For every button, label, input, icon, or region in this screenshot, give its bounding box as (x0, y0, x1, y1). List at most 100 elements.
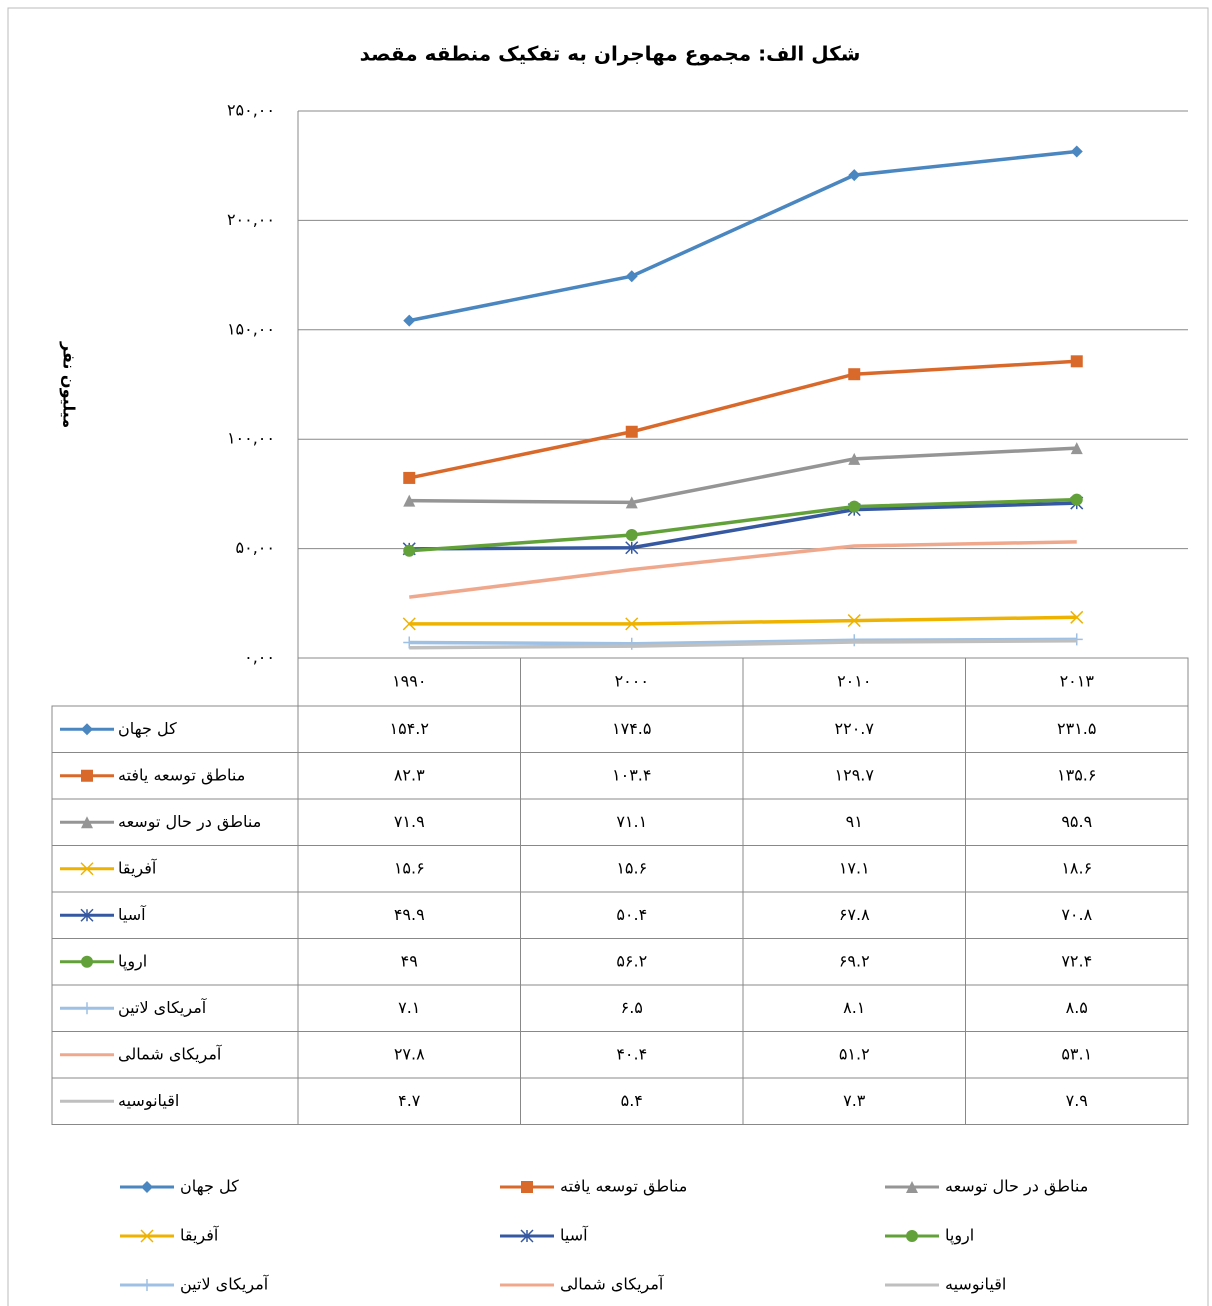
legend-label: آفریقا (180, 1226, 220, 1246)
marker (847, 614, 861, 628)
marker (1070, 442, 1083, 455)
data-label: ۷۱.۹ (394, 812, 425, 831)
data-label: ۶.۵ (621, 998, 643, 1017)
series-line (409, 615, 1077, 626)
data-label: ۶۹.۲ (839, 951, 870, 970)
legend-label: اقیانوسیه (945, 1275, 1006, 1295)
y-tick-label: ۱۰۰,۰۰ (227, 429, 275, 448)
marker (81, 816, 93, 829)
series-line (409, 540, 1077, 599)
marker (80, 862, 94, 876)
x-tick-label: ۲۰۱۳ (1060, 672, 1095, 691)
series-line (409, 638, 1077, 650)
marker (402, 617, 416, 631)
data-label: ۷.۳ (843, 1091, 866, 1110)
table-series-name: آمریکای لاتین (118, 998, 208, 1018)
y-tick-label: ۰,۰۰ (244, 648, 275, 667)
data-label: ۱۲۹.۷ (835, 765, 875, 784)
data-label: ۱۵.۶ (616, 858, 647, 877)
marker (81, 769, 93, 782)
data-label: ۸.۱ (843, 998, 865, 1017)
legend-label: آمریکای شمالی (560, 1275, 665, 1295)
series-line (409, 497, 1077, 553)
data-label: ۱۸.۶ (1061, 858, 1092, 877)
x-tick-label: ۲۰۰۰ (615, 672, 649, 691)
marker (625, 617, 639, 631)
data-label: ۲۲۰.۷ (835, 719, 875, 738)
data-label: ۵.۴ (621, 1091, 643, 1110)
y-tick-label: ۲۰۰,۰۰ (227, 210, 275, 229)
marker (1070, 493, 1083, 506)
data-label: ۹۵.۹ (1061, 812, 1092, 831)
y-tick-label: ۲۵۰,۰۰ (227, 101, 275, 120)
marker (403, 494, 416, 507)
marker (625, 541, 639, 555)
data-label: ۷۲.۴ (1061, 951, 1092, 970)
marker (1070, 610, 1084, 624)
data-label: ۱۳۵.۶ (1057, 765, 1096, 784)
marker (906, 1230, 918, 1242)
series-line (409, 501, 1077, 551)
data-label: ۵۳.۱ (1061, 1044, 1092, 1063)
legend-label: اروپا (945, 1226, 974, 1246)
marker (1070, 355, 1083, 368)
data-label: ۸۲.۳ (394, 765, 425, 784)
chart-border (7, 7, 1209, 1306)
data-label: ۴۰.۴ (616, 1044, 647, 1063)
marker (81, 1002, 93, 1015)
marker (141, 1279, 153, 1291)
y-axis-label: میلیون نفر (60, 341, 79, 428)
marker (848, 368, 861, 381)
x-tick-label: ۲۰۱۰ (837, 672, 871, 691)
data-label: ۵۱.۲ (839, 1044, 870, 1063)
data-label: ۷.۱ (398, 998, 420, 1017)
marker (403, 544, 416, 557)
data-label: ۶۷.۸ (839, 905, 870, 924)
data-label: ۱۷۴.۵ (612, 719, 651, 738)
legend-label: مناطق در حال توسعه (945, 1177, 1088, 1197)
x-tick-label: ۱۹۹۰ (392, 672, 426, 691)
data-label: ۲۷.۸ (394, 1044, 425, 1063)
table-series-name: اروپا (118, 951, 147, 971)
marker (521, 1181, 533, 1193)
data-label: ۴.۷ (398, 1091, 421, 1110)
legend-label: آسیا (560, 1226, 589, 1245)
data-label: ۴۹.۹ (394, 905, 425, 924)
series-line (409, 446, 1077, 505)
data-label: ۲۳۱.۵ (1057, 719, 1096, 738)
marker (141, 1181, 153, 1193)
table-series-name: مناطق توسعه یافته (118, 765, 245, 785)
table-series-name: اقیانوسیه (118, 1091, 179, 1111)
legend-label: آمریکای لاتین (180, 1275, 270, 1295)
marker (848, 169, 861, 182)
marker (625, 529, 638, 542)
data-label: ۷.۹ (1066, 1091, 1088, 1110)
marker (625, 425, 638, 438)
table-series-name: آسیا (118, 905, 147, 924)
table-series-name: کل جهان (118, 719, 177, 739)
marker (520, 1229, 534, 1243)
marker (625, 496, 638, 509)
data-label: ۵۶.۲ (616, 951, 647, 970)
table-series-name: مناطق در حال توسعه (118, 812, 261, 832)
marker (140, 1229, 154, 1243)
marker (403, 471, 416, 484)
table-series-name: آمریکای شمالی (118, 1044, 223, 1064)
marker (81, 723, 93, 736)
data-label: ۷۰.۸ (1061, 905, 1092, 924)
table-series-name: آفریقا (118, 858, 158, 878)
data-label: ۷۱.۱ (616, 812, 647, 831)
marker (906, 1181, 918, 1193)
marker (848, 500, 861, 513)
marker (625, 270, 638, 283)
data-label: ۱۵۴.۲ (390, 719, 429, 738)
data-label: ۸.۵ (1066, 998, 1088, 1017)
data-label: ۱۰۳.۴ (612, 765, 651, 784)
series-line (408, 149, 1077, 323)
legend-label: مناطق توسعه یافته (560, 1177, 687, 1197)
y-tick-label: ۵۰,۰۰ (236, 538, 275, 557)
marker (1070, 145, 1083, 158)
marker (80, 908, 94, 922)
legend-label: کل جهان (180, 1177, 239, 1197)
